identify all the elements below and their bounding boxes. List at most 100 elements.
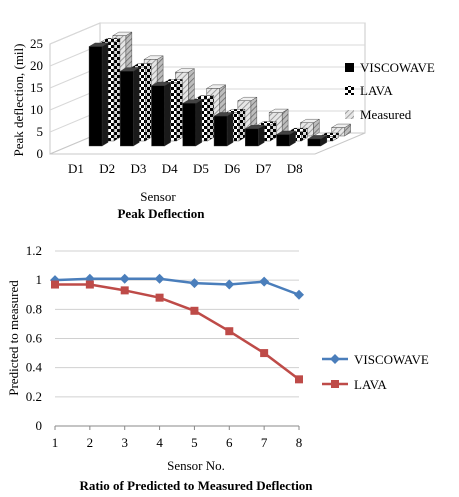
legend-swatch-lava [345,86,354,95]
point-lava [190,306,199,315]
bar-front [307,138,321,147]
chart1-y-tick: 5 [37,124,44,139]
chart2-y-tick: 0 [36,418,43,433]
chart2-x-tick: 7 [261,435,268,450]
chart1-x-tick: D7 [256,161,272,176]
chart1-x-tick: D1 [68,161,84,176]
chart2-y-tick: 1.2 [26,243,42,258]
point-lava [225,327,234,336]
chart1-x-tick: D4 [162,161,178,176]
series-viscowave [50,273,304,300]
point-lava [155,293,164,302]
peak-deflection-chart: 0 5 10 15 20 25 D1 D2 D3 D4 D5 D6 D7 D8 Peak deflect… [11,22,435,221]
bar-side [145,63,152,142]
bar-front [120,70,134,147]
bar-viscowave-d6 [244,124,266,147]
legend-marker-lava [331,380,339,388]
chart1-y-tick: 15 [30,80,43,95]
chart1-y-tick: 20 [30,58,43,73]
chart2-legend-viscowave: VISCOWAVE [322,352,429,367]
chart1-y-tick: 0 [37,146,44,161]
chart2-x-tick: 2 [87,435,94,450]
chart2-title: Ratio of Predicted to Measured Deflectio… [79,478,313,493]
legend-label-viscowave-line: VISCOWAVE [354,352,429,367]
chart2-series [50,273,304,384]
chart2-y-tick: 1 [36,272,43,287]
chart1-gridline-side [49,22,101,45]
chart1-legend: VISCOWAVE LAVA Measured [345,60,435,122]
chart2-x-axis-label: Sensor No. [167,458,225,473]
series-lava [51,280,303,384]
chart1-legend-measured: Measured [345,107,412,122]
bar-side [226,112,234,147]
series-line-viscowave [54,277,300,296]
chart1-y-tick: 25 [30,36,43,51]
chart1-y-axis-label: Peak deflection, (mil) [11,44,26,157]
chart1-y-tick: 10 [30,102,43,117]
bar-viscowave-d4 [182,99,203,147]
bar-side [164,81,171,147]
chart1-y-ticks: 0 5 10 15 20 25 [30,36,43,161]
bar-front [276,134,290,147]
chart2-y-ticks: 0 0.2 0.4 0.6 0.8 1 1.2 [26,243,43,433]
point-viscowave [154,273,165,284]
point-viscowave [294,289,304,300]
legend-label-lava: LAVA [360,83,393,98]
chart1-x-tick: D3 [131,161,147,176]
legend-swatch-viscowave [345,63,354,72]
chart1-bars [88,31,352,147]
point-viscowave [119,273,130,284]
ratio-chart: 0 0.2 0.4 0.6 0.8 1 1.2 1 2 3 4 5 6 7 8 Predicted to … [6,243,429,493]
chart2-x-tick: 4 [156,435,163,450]
bar-viscowave-d1 [88,42,109,147]
chart2-x-tick: 6 [226,435,233,450]
chart2-x-tick: 5 [191,435,198,450]
point-viscowave [259,276,270,287]
point-lava [120,286,129,295]
chart1-x-tick: D8 [287,161,303,176]
bar-viscowave-d8 [307,135,328,147]
bar-measured-d8 [330,123,352,137]
chart2-legend-lava: LAVA [322,377,387,392]
chart2-x-tick: 8 [296,435,303,450]
bar-side [207,95,214,142]
point-viscowave [224,279,235,290]
point-lava [260,349,269,358]
bar-viscowave-d5 [213,112,234,147]
bar-side [176,78,183,142]
bar-side [195,99,202,147]
legend-label-viscowave: VISCOWAVE [360,60,435,75]
chart1-x-axis-label: Sensor [140,189,176,204]
legend-swatch-measured [345,110,354,119]
chart2-x-ticks: 1 2 3 4 5 6 7 8 [52,426,303,450]
bar-front [182,103,196,147]
bar-side [133,67,140,147]
bar-viscowave-d3 [150,81,172,147]
bar-front [245,128,259,147]
chart2-legend: VISCOWAVE LAVA [322,352,429,392]
legend-label-measured: Measured [360,107,412,122]
chart2-y-axis-label: Predicted to measured [6,280,21,396]
bar-side [238,108,246,142]
point-lava [295,375,303,384]
chart2-y-tick: 0.4 [26,360,43,375]
bar-viscowave-d7 [275,130,297,147]
chart1-x-tick: D2 [99,161,115,176]
point-lava [51,280,59,289]
point-lava [85,280,94,289]
bar-front [213,115,228,147]
series-line-lava [55,283,300,381]
chart1-x-tick: D6 [224,161,240,176]
chart1-x-tick: D5 [193,161,209,176]
legend-label-lava-line: LAVA [354,377,387,392]
chart2-x-tick: 1 [52,435,59,450]
legend-marker-viscowave [330,354,340,364]
bar-side [101,42,109,147]
chart1-x-ticks: D1 D2 D3 D4 D5 D6 D7 D8 [68,161,303,176]
chart1-legend-viscowave: VISCOWAVE [345,60,435,75]
chart2-y-tick: 0.8 [26,301,42,316]
chart1-title: Peak Deflection [117,206,205,221]
bar-front [151,85,165,147]
bar-viscowave-d2 [119,67,141,147]
